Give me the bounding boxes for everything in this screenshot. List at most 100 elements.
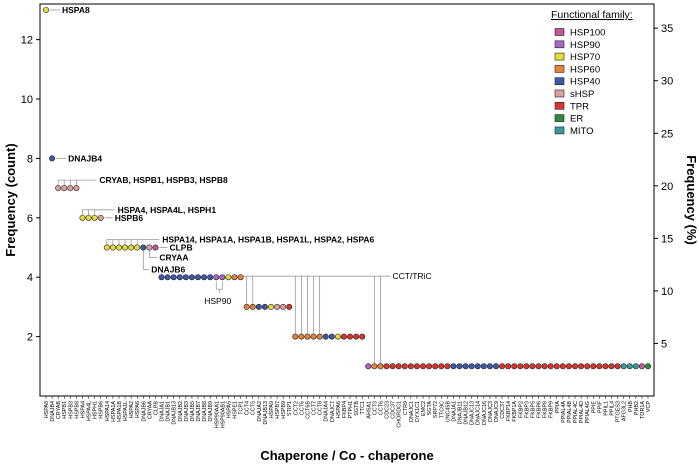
annotation-label: CLPB xyxy=(169,243,192,253)
data-point xyxy=(450,363,457,370)
x-tick-label: TTC1 xyxy=(360,401,366,414)
data-point xyxy=(353,333,360,340)
x-tick-label: FKBP9 xyxy=(549,401,555,418)
data-point xyxy=(134,244,141,251)
x-tick-label: FKBP2 xyxy=(518,401,524,418)
data-point xyxy=(432,363,439,370)
data-point xyxy=(584,363,591,370)
x-tick-label: SRP72 xyxy=(433,401,439,418)
data-point xyxy=(395,363,402,370)
data-point xyxy=(486,363,493,370)
data-point xyxy=(188,274,195,281)
legend-swatch xyxy=(554,102,565,110)
x-tick-label: SGTA xyxy=(427,401,433,416)
data-point xyxy=(73,185,80,192)
x-tick-label: FKBP8 xyxy=(543,401,549,418)
right-tick-label: 25 xyxy=(661,128,673,140)
left-tick-label: 10 xyxy=(21,94,33,106)
right-y-axis-title: Frequency (%) xyxy=(684,155,699,245)
x-tick-label: DYX1C1 xyxy=(415,401,421,422)
x-tick-label: HSPH1 xyxy=(93,401,99,419)
x-tick-label: PPIAL4B xyxy=(567,401,573,423)
data-point xyxy=(547,363,554,370)
right-tick-label: 15 xyxy=(661,233,673,245)
x-tick-label: DNAJC9 xyxy=(494,401,500,422)
right-y-axis: 5 10 15 20 25 30 35 xyxy=(654,23,673,350)
legend-item-label: HSP100 xyxy=(570,28,605,39)
x-tick-label: CDC37 xyxy=(500,401,506,419)
data-point xyxy=(541,363,548,370)
data-point xyxy=(67,185,74,192)
x-tick-label: CCT6 xyxy=(378,401,384,415)
data-point xyxy=(292,333,299,340)
x-tick-label: PHB2 xyxy=(634,401,640,415)
x-tick-label: DNAJB13 xyxy=(263,401,269,425)
data-point xyxy=(176,274,183,281)
data-point xyxy=(316,333,323,340)
data-point xyxy=(334,333,341,340)
x-tick-label: HSPA1B xyxy=(117,401,123,422)
left-tick-label: 12 xyxy=(21,35,33,47)
x-tick-label: HSPA4 xyxy=(80,401,86,418)
x-tick-label: TCP1 xyxy=(239,401,245,415)
data-point xyxy=(596,363,603,370)
data-point xyxy=(614,363,621,370)
legend-item-label: sHSP xyxy=(570,89,594,100)
data-point xyxy=(638,363,645,370)
data-point xyxy=(474,363,481,370)
x-tick-labels: HSPA8 DNAJB4 CRYAB HSPB1 HSPB3 HSPB8 HSPA4 HSPA… xyxy=(44,396,652,428)
data-point xyxy=(267,303,274,310)
x-tick-label: CCT4 xyxy=(245,401,251,415)
data-point xyxy=(255,303,262,310)
right-tick-label: 10 xyxy=(661,286,673,298)
x-tick-label: CDC37 xyxy=(391,401,397,419)
x-tick-label: HSPB1 xyxy=(62,401,68,419)
plot-frame xyxy=(39,3,655,397)
data-point xyxy=(243,303,250,310)
legend-title: Functional family: xyxy=(551,9,633,21)
x-tick-label: DNAJC14 xyxy=(476,401,482,425)
x-tick-label: UNC45B xyxy=(445,401,451,423)
legend-swatch xyxy=(554,126,565,135)
annotation-label: DNAJB4 xyxy=(68,153,102,163)
left-tick-label: 4 xyxy=(27,272,33,284)
x-tick-label: PPIF xyxy=(597,400,603,413)
annotation-label: CCT/TRiC xyxy=(392,271,431,281)
x-tick-label: DNAJB5 xyxy=(190,401,196,422)
x-tick-label: DNAJB1 xyxy=(166,401,172,422)
data-point xyxy=(286,303,293,310)
data-point xyxy=(377,363,384,370)
data-point xyxy=(505,363,512,370)
data-point xyxy=(492,363,499,370)
x-tick-label: PPIA xyxy=(555,401,561,414)
x-tick-label: DNAJC13 xyxy=(470,401,476,425)
data-point xyxy=(304,333,311,340)
x-tick-label: DNAJA2 xyxy=(257,401,263,422)
data-point xyxy=(456,363,463,370)
x-tick-label: CCT3 xyxy=(372,401,378,415)
x-tick-label: HSPA4L xyxy=(87,401,93,421)
x-tick-label: HSPA2 xyxy=(129,401,135,418)
data-point xyxy=(565,363,572,370)
data-point xyxy=(201,274,208,281)
data-point xyxy=(158,274,165,281)
data-point xyxy=(499,363,506,370)
x-tick-label: HSPA6 xyxy=(336,401,342,418)
x-tick-label: DNAJC3 xyxy=(488,401,494,422)
x-tick-label: CRYAA xyxy=(147,401,153,419)
data-point xyxy=(328,333,335,340)
x-tick-label: HSPB7 xyxy=(275,401,281,419)
x-tick-label: EMC2 xyxy=(421,401,427,416)
data-point xyxy=(97,214,104,221)
x-tick-label: FKBP6 xyxy=(537,401,543,418)
x-tick-label: HSPA1L xyxy=(123,401,129,421)
x-tick-label: HSPA1A xyxy=(111,401,117,422)
data-point xyxy=(61,185,68,192)
data-point xyxy=(365,363,372,370)
x-tick-label: FKBP14 xyxy=(506,401,512,421)
right-tick-label: 30 xyxy=(661,76,673,88)
data-point xyxy=(578,363,585,370)
x-tick-label: DNAJB8 xyxy=(202,401,208,422)
